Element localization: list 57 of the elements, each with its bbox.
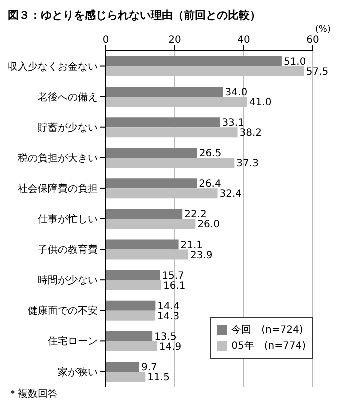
legend-label: 05年 (n=774) — [232, 340, 306, 353]
data-label: 34.0 — [225, 88, 248, 99]
y-tick-label: 住宅ローン — [48, 336, 98, 348]
text: ＊複数回答 — [8, 388, 59, 401]
x-tick-label: 40 — [238, 35, 250, 46]
data-label: 15.7 — [162, 270, 184, 282]
y-tick-label: 時間が少ない — [38, 274, 98, 287]
y-tick-label: 税の負担が大きい — [18, 152, 98, 164]
x-axis-title: (%) — [315, 25, 331, 35]
data-label: 37.3 — [236, 158, 259, 170]
y-tick-label: 収入少なくお金ない — [8, 60, 98, 73]
data-label: 33.1 — [222, 118, 244, 130]
data-label: 13.5 — [154, 332, 177, 343]
data-label: 51.0 — [284, 57, 306, 68]
data-label: 14.9 — [159, 342, 182, 353]
bar — [106, 209, 183, 220]
bar — [106, 148, 198, 158]
data-label: 41.0 — [249, 98, 272, 109]
data-label: 21.1 — [180, 240, 204, 252]
data-label: 11.5 — [148, 372, 170, 384]
bar — [106, 87, 224, 98]
data-label: 26.0 — [198, 220, 220, 231]
x-tick-label: 20 — [168, 35, 182, 46]
bar — [106, 56, 282, 66]
y-tick-label: 家が狭い — [58, 366, 98, 378]
bar — [106, 280, 162, 290]
chart-title: 図３：ゆとりを感じられない理由（前回との比較） — [8, 8, 262, 23]
bar — [106, 310, 156, 321]
data-label: 26.4 — [199, 179, 222, 190]
y-tick-label: 老後への備え — [38, 91, 98, 104]
data-label: 14.4 — [158, 301, 180, 312]
bar — [106, 240, 179, 250]
y-tick-label: 貯蓄が少ない — [38, 122, 98, 134]
data-label: 38.2 — [240, 128, 262, 140]
data-label: 23.9 — [190, 250, 213, 262]
data-label: 16.1 — [164, 280, 186, 292]
data-label: 14.3 — [157, 311, 180, 322]
bar — [106, 331, 153, 342]
x-tick-label: 60 — [306, 35, 320, 46]
data-label: 32.4 — [220, 189, 242, 200]
data-label: 22.2 — [184, 210, 207, 221]
bar — [106, 270, 160, 280]
x-tick-label: 0 — [102, 35, 110, 46]
bar — [106, 372, 146, 382]
y-tick-label: 仕事が忙しい — [38, 214, 98, 226]
legend-label: 今回 (n=724) — [232, 324, 304, 337]
bar — [106, 118, 220, 128]
bar — [106, 362, 140, 372]
bar — [106, 300, 156, 311]
y-tick-label: 社会保障費の負担 — [18, 183, 98, 196]
y-tick-label: 子供の教育費 — [38, 244, 98, 256]
data-label: 26.5 — [199, 148, 222, 160]
bar — [106, 178, 198, 189]
bar — [106, 341, 158, 352]
y-tick-label: 健康面での不安 — [28, 305, 98, 318]
data-label: 9.7 — [141, 362, 158, 374]
data-label: 57.5 — [306, 67, 329, 78]
